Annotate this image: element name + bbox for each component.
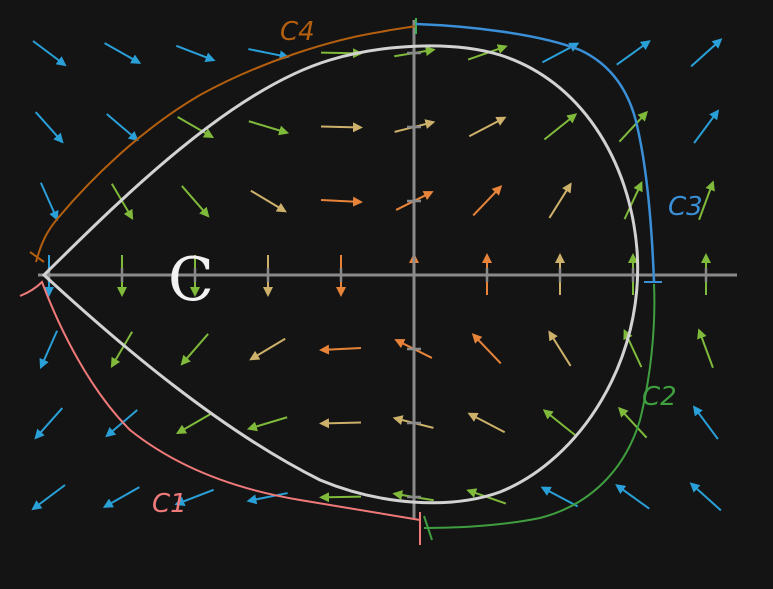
field-arrow	[697, 328, 714, 369]
field-arrow	[175, 44, 216, 62]
field-arrow	[616, 40, 651, 66]
segment-c4-end-mark	[29, 251, 45, 263]
field-arrow	[39, 330, 59, 370]
field-arrow	[542, 409, 577, 437]
field-arrow	[32, 40, 67, 67]
field-arrow	[468, 116, 507, 138]
field-arrow	[540, 486, 579, 508]
field-arrow	[320, 196, 363, 207]
field-arrow	[319, 344, 362, 355]
field-arrow	[618, 110, 648, 143]
axis-ticks	[47, 51, 708, 499]
field-arrow	[106, 113, 139, 142]
field-arrow	[249, 337, 286, 361]
field-arrow	[698, 180, 715, 221]
segment-c2-end-mark	[423, 515, 433, 541]
field-arrow	[34, 407, 64, 440]
field-arrow	[548, 182, 572, 219]
field-arrow	[246, 416, 288, 432]
field-arrow	[175, 412, 213, 434]
field-arrow	[34, 111, 64, 144]
field-arrow	[246, 492, 288, 505]
field-arrow	[250, 189, 287, 213]
field-arrow	[548, 330, 572, 367]
field-arrow	[543, 113, 578, 141]
field-arrow	[618, 406, 648, 439]
field-arrow	[319, 492, 362, 503]
field-arrow	[467, 412, 506, 434]
field-arrow	[180, 333, 209, 366]
field-arrow	[181, 185, 210, 218]
segment-label-c2: C2	[642, 382, 677, 412]
field-arrow	[177, 116, 215, 138]
segment-c4-path	[35, 25, 417, 263]
segment-c2-path	[423, 283, 656, 529]
segment-label-c1: C1	[152, 489, 187, 519]
field-arrow	[471, 333, 502, 365]
segment-label-c3: C3	[668, 192, 703, 222]
field-arrow	[248, 120, 290, 136]
field-arrow	[623, 181, 643, 220]
field-arrow	[102, 486, 140, 508]
field-arrow	[39, 182, 59, 222]
field-arrow	[692, 405, 719, 440]
segment-c3-path	[415, 22, 656, 283]
axes	[38, 20, 737, 518]
field-arrow	[31, 484, 66, 511]
field-arrow	[693, 109, 720, 144]
field-arrow	[248, 48, 290, 61]
field-arrow	[104, 42, 142, 64]
field-arrow	[320, 122, 363, 133]
field-arrow	[689, 482, 722, 512]
field-arrow	[472, 185, 503, 217]
field-arrow	[110, 331, 134, 368]
field-arrow	[319, 418, 362, 429]
vector-field-arrows	[31, 38, 723, 512]
field-arrow	[615, 484, 650, 510]
closed-curve-c	[41, 44, 640, 505]
curve-label-c: C	[168, 245, 214, 315]
segment-label-c4: C4	[280, 17, 315, 47]
segment-c1-path	[19, 280, 421, 521]
field-arrow	[690, 38, 723, 68]
field-arrow	[174, 488, 215, 506]
